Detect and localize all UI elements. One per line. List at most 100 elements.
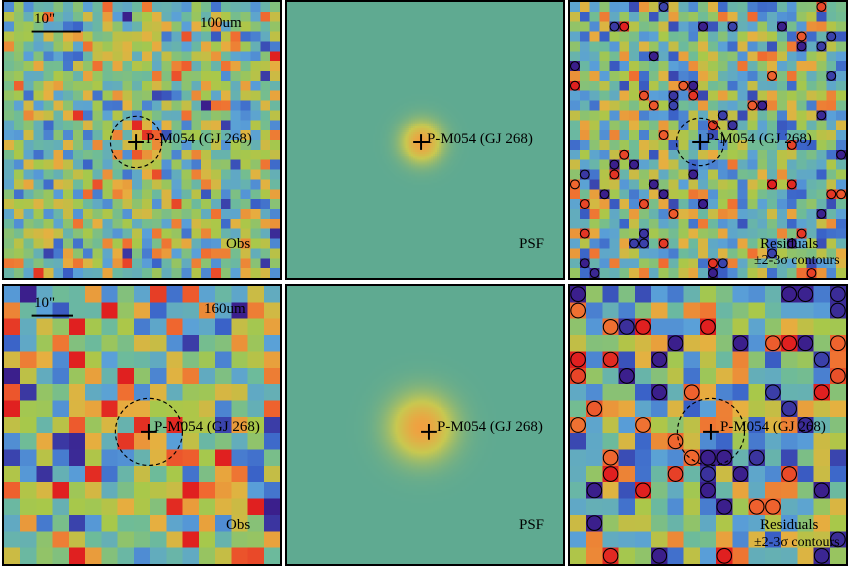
contour-line [651, 384, 668, 401]
aperture-circle [676, 397, 746, 467]
panel-overlay [31, 314, 184, 467]
psf-map-160um [287, 286, 563, 564]
contour-line [648, 179, 659, 190]
panel-160um-obs: 10" 160um P-M054 (GJ 268) Obs [2, 284, 282, 566]
contour-line [781, 466, 798, 482]
contour-line [668, 208, 679, 219]
contour-line [796, 41, 807, 52]
contour-line [816, 2, 827, 12]
aperture-circle [114, 397, 184, 467]
contour-line [602, 351, 619, 368]
contour-line [618, 368, 635, 384]
contour-line [579, 169, 590, 180]
contour-line [806, 268, 817, 278]
panel-160um-residuals: P-M054 (GJ 268) Residuals ±2-3σ contours [568, 284, 848, 566]
contour-line [727, 21, 738, 32]
contour-line [830, 368, 846, 384]
contour-line [658, 189, 669, 200]
contour-line [813, 547, 830, 564]
panel-overlay [421, 424, 437, 440]
panel-overlay [676, 397, 746, 467]
contour-line [786, 139, 797, 150]
contour-line [618, 318, 635, 335]
contour-line [609, 159, 620, 170]
contour-line [786, 238, 797, 249]
contour-line [688, 169, 699, 180]
contour-line [586, 515, 603, 532]
contour-line [602, 466, 619, 482]
contour-line [830, 531, 846, 548]
contour-line [707, 268, 718, 278]
contour-line [796, 31, 807, 42]
panel-100um-obs: 10" 100um P-M054 (GJ 268) Obs [2, 0, 282, 280]
target-cross-icon [692, 134, 708, 150]
contour-line [700, 318, 716, 335]
contour-line [700, 482, 716, 499]
contour-line [767, 248, 778, 259]
target-cross-icon [128, 134, 144, 150]
contour-line [747, 100, 758, 111]
contour-line [667, 433, 684, 450]
contour-line [629, 159, 640, 170]
contour-overlay [570, 2, 846, 278]
contour-line [570, 61, 580, 72]
contour-line [599, 189, 610, 200]
contour-line [765, 498, 781, 515]
contour-line [668, 100, 679, 111]
contour-line [683, 384, 700, 401]
contour-line [781, 335, 798, 352]
contour-line [678, 80, 689, 91]
source-label: P-M054 (GJ 268) [720, 419, 826, 435]
contour-line [635, 482, 651, 499]
residual-map-100um [570, 2, 846, 278]
panel-tag: Residuals [760, 517, 819, 533]
contour-line [776, 21, 787, 32]
source-label: P-M054 (GJ 268) [437, 419, 543, 435]
contour-line [816, 208, 827, 219]
contour-line [619, 149, 630, 160]
contour-line [717, 110, 728, 121]
contour-line [667, 335, 684, 352]
scalebar-label: 10" [34, 295, 56, 311]
panel-tag: PSF [519, 517, 545, 533]
panel-subtag: ±2-3σ contours [754, 535, 840, 550]
panel-100um-psf: P-M054 (GJ 268) PSF [285, 0, 565, 280]
contour-line [688, 80, 699, 91]
target-cross-icon [413, 134, 429, 150]
contour-line [648, 51, 659, 62]
contour-line [797, 417, 814, 433]
contour-line [786, 179, 797, 190]
panel-subtag: ±2-3σ contours [754, 253, 840, 268]
contour-line [826, 70, 837, 81]
aperture-circle [675, 117, 725, 167]
contour-line [716, 547, 733, 564]
contour-line [635, 417, 651, 433]
contour-line [602, 547, 619, 564]
contour-line [579, 258, 590, 269]
contour-line [716, 498, 733, 515]
contour-line [570, 286, 586, 303]
contour-line [638, 228, 649, 239]
contour-line [570, 417, 586, 433]
contour-line [732, 466, 749, 482]
contour-line [667, 466, 684, 482]
contour-line [830, 335, 846, 352]
panel-tag: Residuals [760, 236, 819, 252]
contour-line [589, 268, 600, 278]
contour-line [836, 149, 846, 160]
contour-line [570, 368, 586, 384]
contour-line [602, 318, 619, 335]
contour-line [683, 449, 700, 466]
contour-line [836, 189, 846, 200]
contour-line [586, 400, 603, 417]
source-label: P-M054 (GJ 268) [146, 131, 252, 147]
scalebar-label: 10" [34, 11, 56, 27]
contour-line [651, 351, 668, 368]
band-label: 160um [204, 301, 246, 317]
contour-line [717, 258, 728, 269]
obs-map-160um [4, 286, 280, 564]
panel-overlay [413, 134, 429, 150]
contour-line [658, 2, 669, 12]
band-label: 100um [200, 15, 242, 31]
contour-line [700, 466, 716, 482]
